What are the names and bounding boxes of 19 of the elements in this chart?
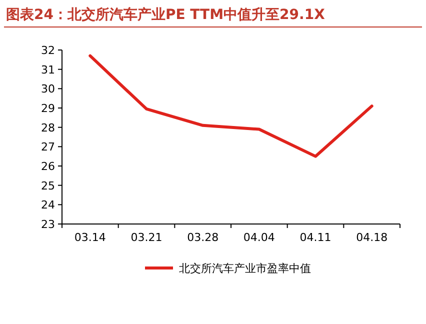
chart-title: 图表24：北交所汽车产业PE TTM中值升至29.1X — [6, 6, 326, 23]
y-tick-label: 30 — [41, 82, 55, 96]
y-tick-label: 28 — [41, 121, 55, 134]
y-tick-label: 24 — [41, 198, 55, 212]
x-tick-label: 04.11 — [300, 231, 332, 244]
y-tick-label: 23 — [41, 218, 55, 231]
y-tick-label: 32 — [41, 44, 55, 57]
y-tick-label: 25 — [41, 179, 55, 192]
y-tick-label: 27 — [41, 140, 55, 154]
x-tick-label: 03.14 — [74, 231, 106, 244]
y-tick-label: 26 — [41, 160, 55, 173]
line-series — [88, 54, 374, 158]
y-tick-label: 31 — [41, 63, 55, 76]
y-tick-label: 29 — [41, 102, 55, 115]
x-tick-label: 04.18 — [356, 231, 388, 244]
x-tick-label: 03.28 — [187, 231, 219, 244]
x-tick-label: 04.04 — [243, 231, 275, 244]
legend-label: 北交所汽车产业市盈率中值 — [179, 262, 311, 275]
x-tick-label: 03.21 — [130, 231, 162, 244]
